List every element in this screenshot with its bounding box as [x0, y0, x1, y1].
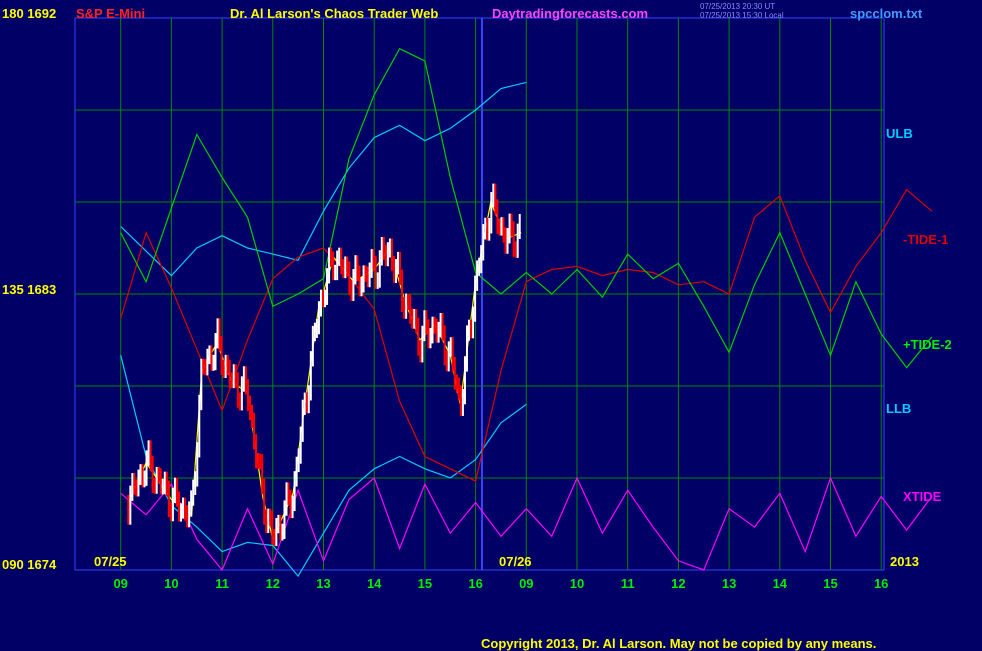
stamp-ut: 07/25/2013 20:30 UT — [700, 2, 776, 11]
x-tick-label: 16 — [874, 576, 888, 591]
x-tick-label: 10 — [164, 576, 178, 591]
series-line-tide-2 — [120, 47, 933, 369]
x-tick-label: 11 — [621, 576, 635, 591]
price-bars — [127, 183, 521, 547]
x-tick-label: 14 — [773, 576, 788, 591]
copyright: Copyright 2013, Dr. Al Larson. May not b… — [481, 636, 877, 651]
date-label-1: 07/25 — [94, 554, 127, 569]
site-label: Daytradingforecasts.com — [492, 6, 649, 21]
x-tick-label: 10 — [570, 576, 584, 591]
symbol-label: S&P E-Mini — [76, 6, 146, 21]
series-line-ulb — [120, 81, 527, 277]
x-tick-label: 12 — [671, 576, 685, 591]
series-line-price — [127, 199, 522, 542]
left-axis-mid: 135 1683 — [2, 282, 57, 297]
date-label-2: 07/26 — [499, 554, 532, 569]
label-ulb: ULB — [886, 126, 913, 141]
x-tick-labels: 09 10 11 12 13 14 15 16 09 10 11 12 13 14 15 16 — [113, 576, 888, 591]
x-tick-label: 09 — [113, 576, 127, 591]
left-axis-top: 180 1692 — [2, 6, 57, 21]
x-tick-label: 09 — [519, 576, 533, 591]
series-line-xtide — [120, 476, 933, 572]
x-tick-label: 13 — [722, 576, 736, 591]
x-tick-label: 15 — [418, 576, 432, 591]
chart-title: Dr. Al Larson's Chaos Trader Web — [230, 6, 439, 21]
label-year: 2013 — [890, 554, 919, 569]
left-axis-bottom: 090 1674 — [2, 557, 57, 572]
x-tick-label: 16 — [468, 576, 482, 591]
label-llb: LLB — [886, 401, 912, 416]
chart-grid — [74, 17, 885, 571]
label-tide2: +TIDE-2 — [903, 337, 952, 352]
file-label: spcclom.txt — [850, 6, 923, 21]
x-tick-label: 13 — [316, 576, 330, 591]
label-xtide: XTIDE — [903, 489, 942, 504]
x-tick-label: 15 — [823, 576, 837, 591]
x-tick-label: 14 — [367, 576, 382, 591]
x-tick-label: 12 — [266, 576, 280, 591]
x-tick-label: 11 — [215, 576, 229, 591]
stamp-local: 07/25/2013 15:30 Local — [700, 11, 784, 20]
label-tide1: -TIDE-1 — [903, 232, 949, 247]
series-line-tide-1 — [120, 188, 933, 482]
